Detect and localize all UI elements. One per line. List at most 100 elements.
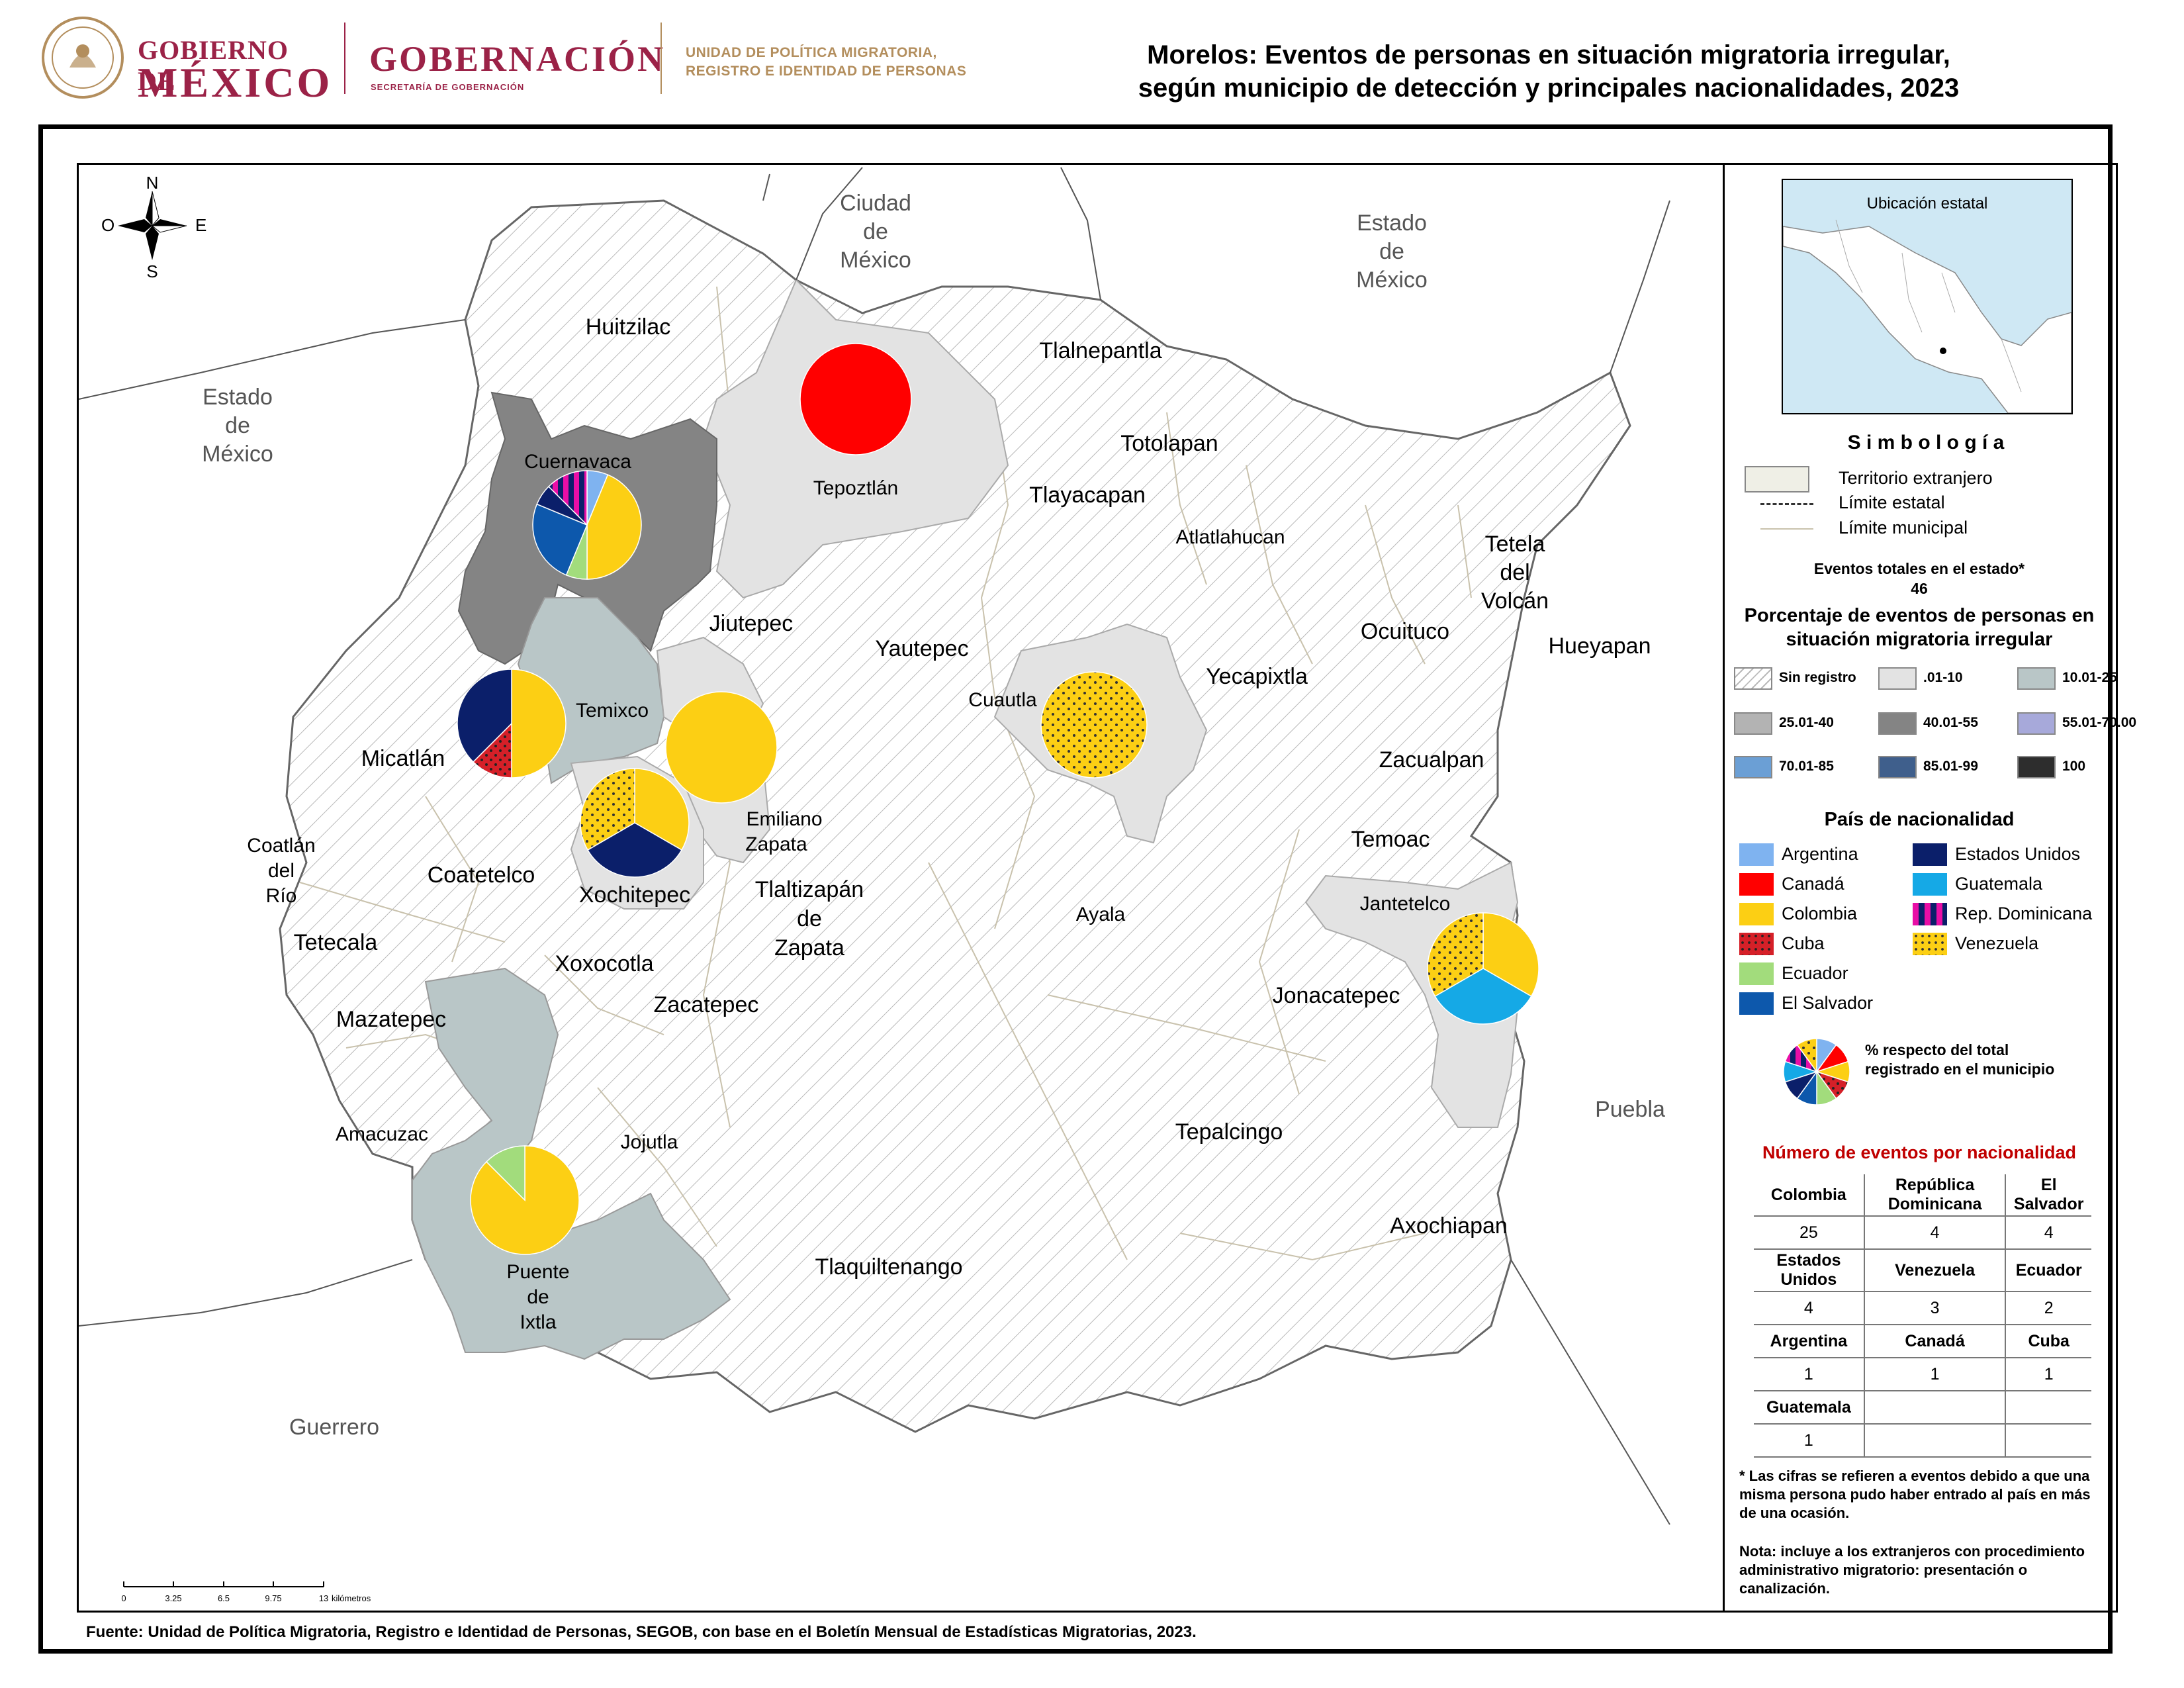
- table-cell: [1863, 1391, 2006, 1425]
- pct-title-line1: Porcentaje de eventos de personas en: [1744, 605, 2095, 626]
- table-cell: Estados Unidos: [1754, 1249, 1864, 1292]
- pie-note-line2: registrado en el municipio: [1865, 1060, 2055, 1078]
- nat-swatch: [1739, 992, 1774, 1015]
- map-title: Morelos: Eventos de personas en situació…: [1072, 38, 2025, 105]
- note-procedimiento: Nota: incluye a los extranjeros con proc…: [1739, 1543, 2085, 1597]
- nat-swatch: [1913, 903, 1947, 925]
- table-row: Estados Unidos Venezuela Ecuador: [1754, 1249, 2091, 1292]
- label-municipio: Temixco: [576, 700, 649, 722]
- table-cell: 4: [2005, 1216, 2091, 1250]
- label-edomex: Estado: [203, 385, 273, 410]
- label-municipio: Totolapan: [1120, 431, 1218, 456]
- nat-label: Argentina: [1782, 844, 1858, 864]
- table-cell: 4: [1863, 1216, 2006, 1250]
- scale-bar: 0 3.25 6.5 9.75 13 kilómetros: [121, 1581, 371, 1603]
- compass-e: E: [195, 215, 206, 235]
- pie-xochitepec: [580, 768, 690, 878]
- class-swatch: [1734, 712, 1772, 735]
- title-line1: Morelos: Eventos de personas en situació…: [1147, 40, 1950, 70]
- table-row: 1: [1754, 1424, 2091, 1458]
- neighbor-labels: Ciudad de México Estado de México Estado…: [202, 191, 1665, 1440]
- nat-swatch: [1913, 873, 1947, 896]
- nat-swatch: [1739, 843, 1774, 866]
- municipio-labels: Huitzilac Tepoztlán Tlalnepantla Totolap…: [247, 314, 1651, 1333]
- label-municipio: Xoxocotla: [555, 951, 653, 976]
- nat-swatch: [1913, 843, 1947, 866]
- nat-swatch: [1739, 962, 1774, 985]
- nat-swatch: [1739, 903, 1774, 925]
- pie-slice-micatlan-colombia: [511, 669, 567, 778]
- pie-slice-legend-example-venezuela: [1796, 1038, 1817, 1074]
- municipio-puente-ixtla[interactable]: [412, 967, 731, 1360]
- nat-swatch: [1913, 933, 1947, 955]
- label-municipio: Atlatlahucan: [1175, 526, 1285, 548]
- pie-slice-emiliano-colombia: [665, 691, 778, 804]
- symbol-label: Territorio extranjero: [1839, 468, 1993, 488]
- label-municipio: Coatetelco: [428, 863, 535, 888]
- label-municipio: Tlaltizapán: [755, 877, 864, 902]
- scale-tick: 3.25: [165, 1593, 181, 1603]
- label-municipio: Río: [266, 885, 297, 907]
- nat-label: Rep. Dominicana: [1955, 904, 2093, 923]
- label-municipio: Zacatepec: [654, 992, 759, 1017]
- class-swatch: [2017, 667, 2056, 690]
- gobernacion-subtitle: SECRETARÍA DE GOBERNACIÓN: [371, 82, 525, 92]
- morelos-location-icon: [1940, 348, 1946, 354]
- swatch-territorio: [1745, 466, 1809, 492]
- label-municipio: Ocuituco: [1361, 619, 1449, 644]
- pie-slice-cuernavaca-el-salvador: [532, 503, 588, 576]
- label-municipio: Tepoztlán: [813, 477, 898, 499]
- table-cell: Ecuador: [2005, 1249, 2091, 1292]
- line-solid: [1760, 528, 1813, 530]
- label-municipio: Zapata: [745, 833, 807, 855]
- pie-slice-xochitepec-colombia: [634, 768, 690, 851]
- pie-cuautla: [1040, 671, 1148, 778]
- pie-cuernavaca: [532, 470, 642, 580]
- compass-n: N: [146, 173, 159, 193]
- table-row: Guatemala: [1754, 1391, 2091, 1425]
- header-divider: [660, 23, 662, 94]
- pie-slice-cuernavaca-colombia: [586, 474, 642, 580]
- morelos-map: Ciudad de México Estado de México Estado…: [79, 167, 1670, 1603]
- gobierno-line2: MÉXICO: [138, 59, 333, 106]
- label-edomex: de: [1379, 239, 1404, 264]
- upm-logo: UNIDAD DE POLÍTICA MIGRATORIA, REGISTRO …: [686, 44, 966, 81]
- nat-label: Cuba: [1782, 933, 1825, 953]
- line-dashdot: [1760, 503, 1813, 505]
- pie-slice-micatlan-cuba: [472, 722, 512, 778]
- class-swatch: [1734, 756, 1772, 778]
- events-table: Colombia República Dominicana El Salvador 2…: [1754, 1174, 2091, 1458]
- title-line2: según municipio de detección y principal…: [1138, 73, 1960, 103]
- pie-jantetelco: [1427, 912, 1539, 1025]
- label-municipio: Tetela: [1485, 532, 1545, 557]
- pie-puente: [470, 1145, 580, 1255]
- pie-slice-jantetelco-venezuela: [1427, 912, 1484, 998]
- table-cell: [2005, 1424, 2091, 1458]
- class-swatch: [2017, 712, 2056, 735]
- class-swatch: [1878, 712, 1917, 735]
- gobierno-logo: GOBIERNO DE MÉXICO: [40, 15, 330, 106]
- table-cell: 1: [1754, 1424, 1864, 1458]
- label-edomex: Estado: [1357, 211, 1427, 236]
- table-title: Número de eventos por nacionalidad: [1762, 1143, 2077, 1162]
- nat-swatch: [1739, 873, 1774, 896]
- nat-title: País de nacionalidad: [1824, 809, 2015, 830]
- label-municipio: Ixtla: [520, 1311, 556, 1333]
- table-cell: Canadá: [1863, 1325, 2006, 1358]
- pie-note-line1: % respecto del total: [1865, 1041, 2009, 1058]
- label-guerrero: Guerrero: [289, 1415, 379, 1440]
- pie-note: % respecto del total registrado en el mu…: [1865, 1041, 2054, 1079]
- table-cell: 2: [2005, 1291, 2091, 1325]
- label-municipio: Puente: [506, 1261, 569, 1283]
- label-municipio: de: [797, 906, 822, 931]
- table-cell: Cuba: [2005, 1325, 2091, 1358]
- label-municipio: Xochitepec: [579, 882, 690, 908]
- label-municipio: Zacualpan: [1379, 747, 1484, 773]
- nat-label: Colombia: [1782, 904, 1858, 923]
- class-label: 70.01-85: [1779, 759, 1834, 774]
- symbol-label: Límite estatal: [1839, 492, 1945, 512]
- label-municipio: Temoac: [1351, 827, 1430, 852]
- label-municipio: Volcán: [1481, 588, 1549, 614]
- pie-slice-tepoztlan-canad-: [799, 343, 912, 455]
- table-cell: El Salvador: [2005, 1174, 2091, 1217]
